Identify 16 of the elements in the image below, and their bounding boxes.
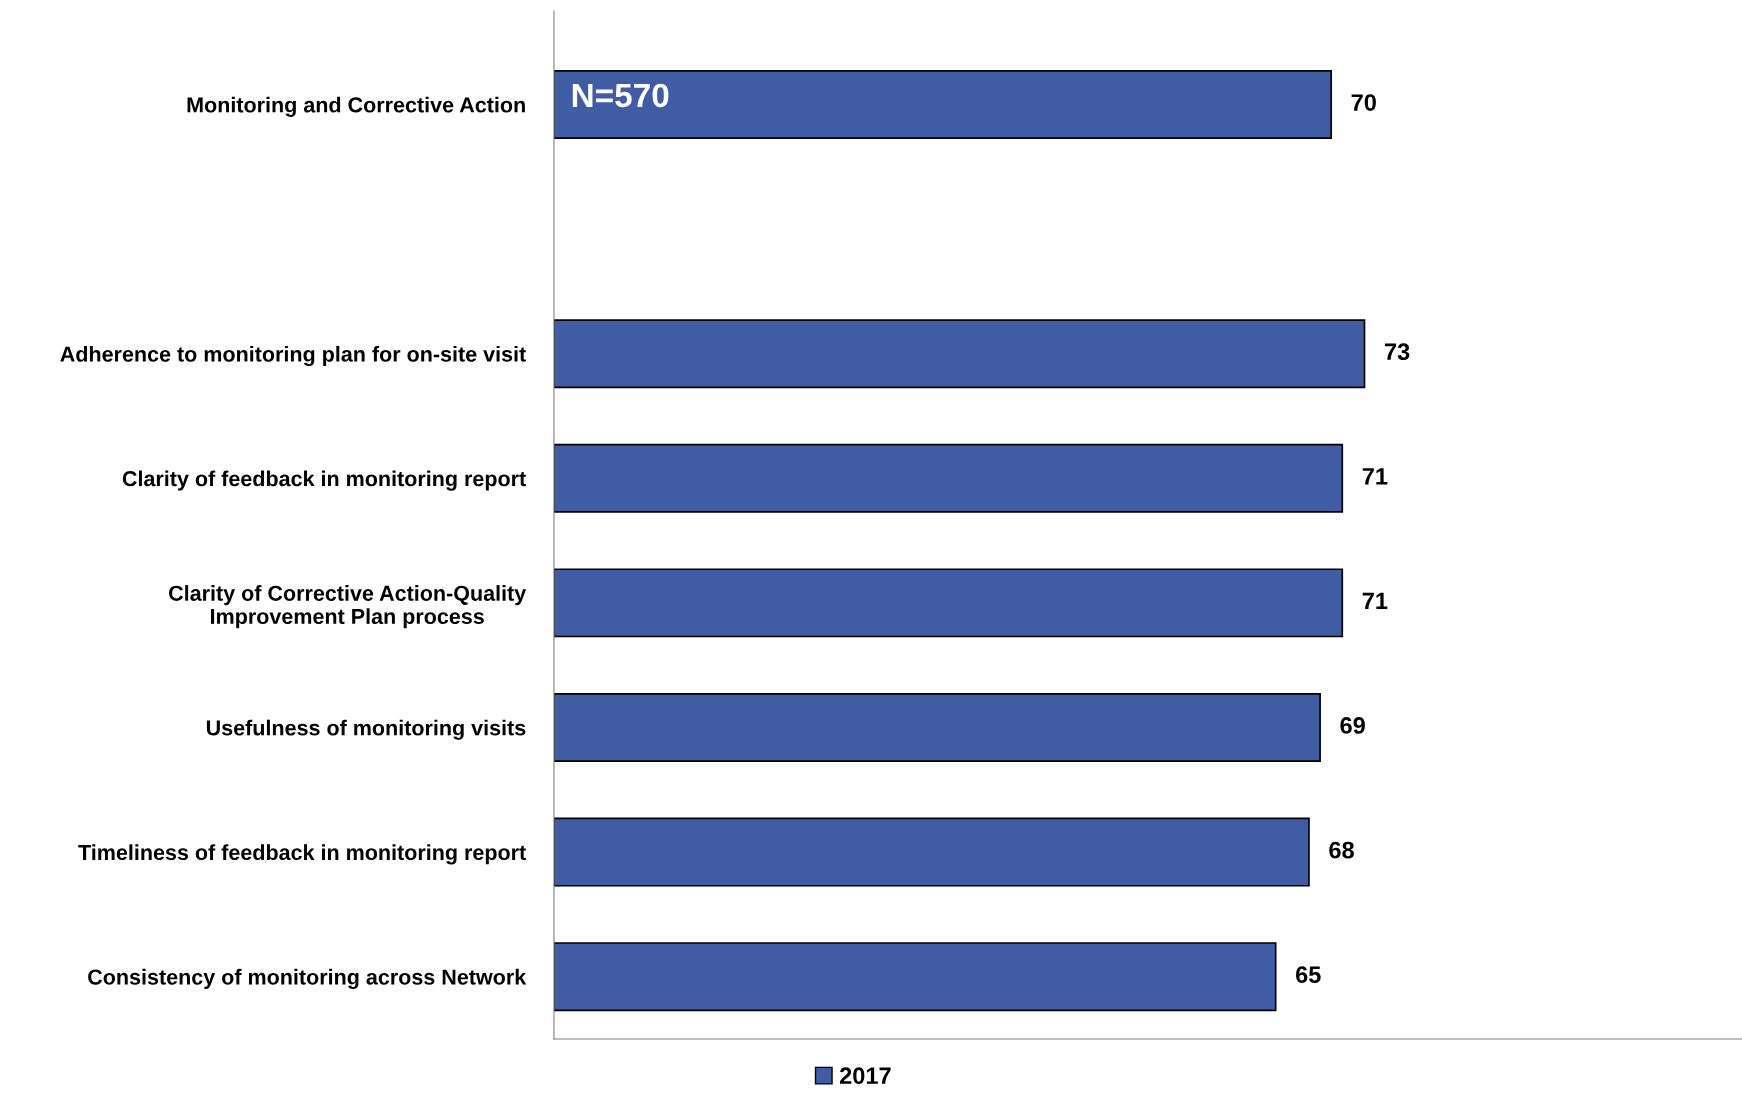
annotation: N=570 <box>572 83 669 108</box>
y-tick-label: Clarity of feedback in monitoring report <box>122 470 526 491</box>
data-label: 71 <box>1362 468 1388 485</box>
y-tick-label: Monitoring and Corrective Action <box>187 96 525 117</box>
data-label: 73 <box>1384 343 1410 361</box>
data-label: 70 <box>1351 94 1376 111</box>
data-label: 69 <box>1340 717 1365 734</box>
y-tick-label: Timeliness of feedback in monitoring report <box>78 844 526 865</box>
legend-label: 2017 <box>839 1067 891 1085</box>
y-tick-label: Adherence to monitoring plan for on-site visit <box>60 345 526 367</box>
data-label: 68 <box>1329 841 1354 859</box>
data-label: 65 <box>1295 966 1321 983</box>
y-tick-label: Usefulness of monitoring visits <box>206 719 526 740</box>
y-tick-label: Clarity of Corrective Action-Quality Improvement Plan process <box>169 585 527 629</box>
data-label: 71 <box>1362 592 1388 609</box>
y-tick-label: Consistency of monitoring across Network <box>88 968 527 990</box>
